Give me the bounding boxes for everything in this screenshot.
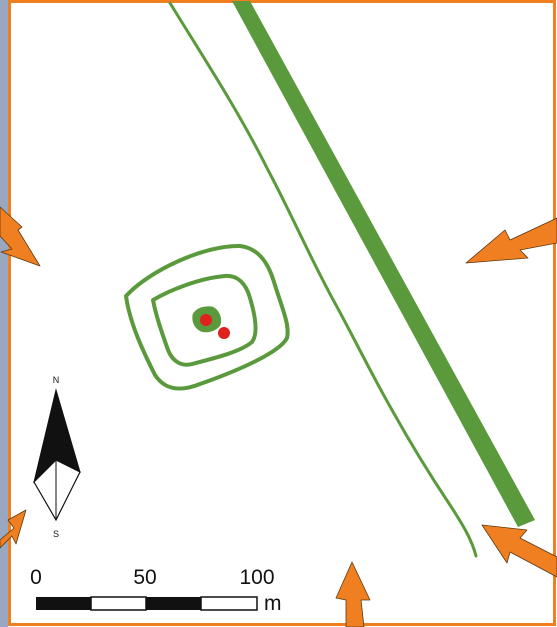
map-frame [8,0,556,626]
scale-bar: 0 50 100 m [30,566,281,615]
scale-segment [90,596,147,611]
linear-ditch-feature [168,1,478,558]
north-arrow-icon: N S [33,375,81,539]
enclosure-inner-ring [151,273,258,367]
scale-segment [146,597,201,610]
scale-segment [36,597,91,610]
scale-tick-50: 50 [133,566,156,589]
enclosure-outer-ring [124,243,290,391]
scale-segment [200,596,258,611]
pointer-arrows [0,206,557,627]
linear-band-feature [232,1,535,527]
pointer-arrow [0,509,27,549]
left-edge-strip [0,0,8,627]
pointer-arrow [481,524,557,578]
scale-tick-0: 0 [30,566,42,589]
south-label: S [53,529,59,539]
pointer-arrow [335,561,371,627]
pointer-arrow [465,217,557,264]
north-label: N [53,375,60,385]
pointer-arrow [0,206,41,267]
site-marker [200,314,212,326]
scale-unit: m [264,592,282,615]
site-marker [218,327,230,339]
scale-tick-100: 100 [239,566,274,589]
